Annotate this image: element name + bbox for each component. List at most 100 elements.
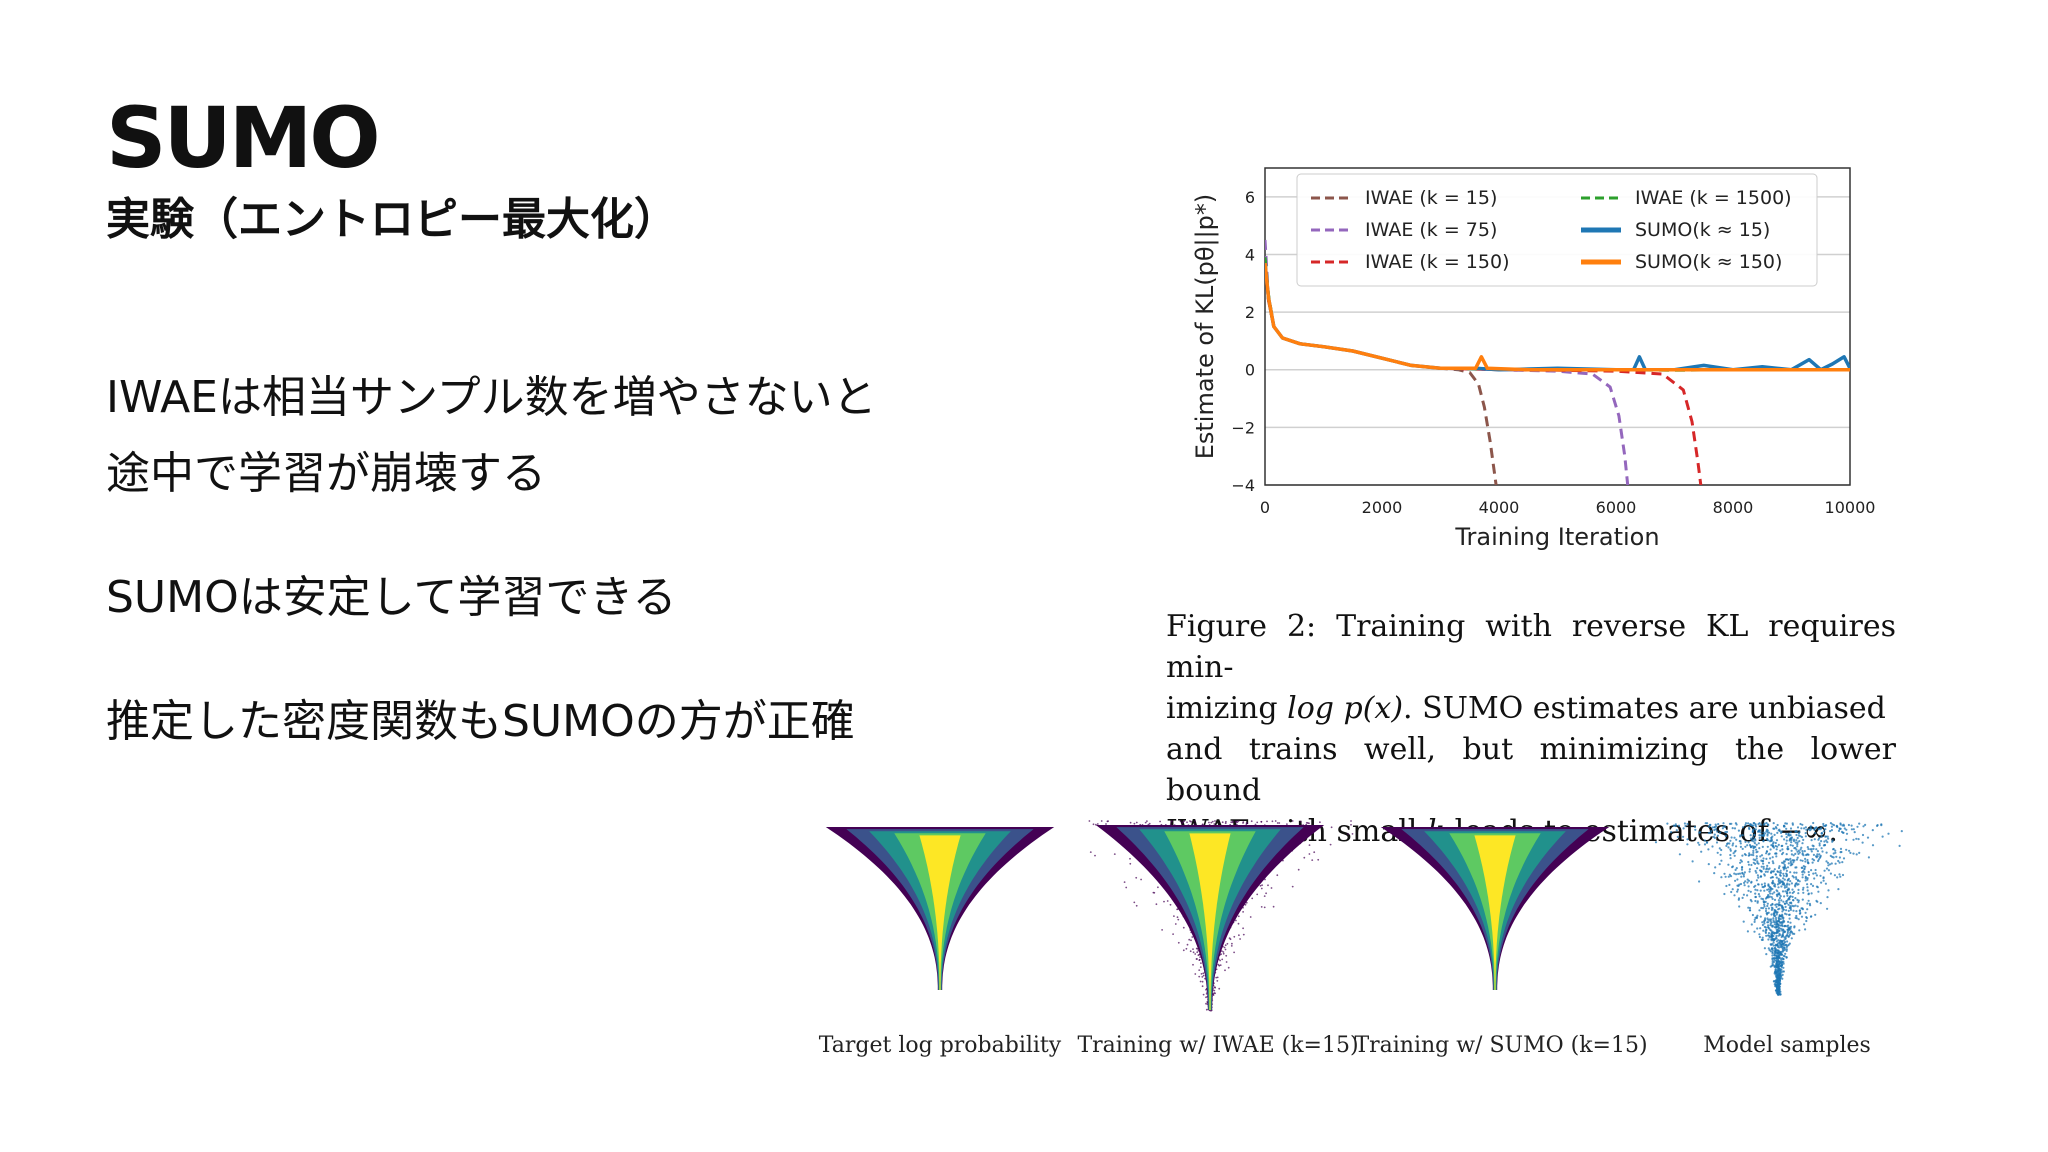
model-sample-point [1864, 823, 1867, 826]
iwae-noise-point [1182, 949, 1185, 952]
model-sample-point [1765, 896, 1769, 899]
model-sample-point [1784, 890, 1787, 893]
caption-math-logpx: log p(x) [1287, 691, 1404, 726]
iwae-noise-point [1208, 821, 1210, 824]
iwae-noise-point [1192, 948, 1194, 950]
iwae-noise-point [1205, 992, 1208, 995]
model-sample-point [1777, 843, 1780, 846]
model-sample-point [1813, 877, 1816, 880]
model-sample-point [1784, 944, 1787, 947]
model-sample-point [1729, 857, 1732, 860]
model-sample-point [1773, 959, 1776, 962]
model-sample-point [1755, 843, 1758, 846]
model-sample-point [1789, 871, 1792, 874]
model-sample-point [1776, 870, 1779, 873]
model-sample-point [1760, 865, 1763, 868]
model-sample-point [1801, 850, 1804, 853]
iwae-noise-point [1308, 853, 1311, 855]
iwae-noise-point [1211, 820, 1214, 823]
model-sample-point [1785, 900, 1788, 903]
model-sample-point [1731, 844, 1734, 847]
model-sample-point [1845, 832, 1849, 835]
model-sample-point [1713, 826, 1716, 829]
model-sample-point [1783, 920, 1786, 923]
model-sample-point [1749, 845, 1753, 849]
model-sample-point [1753, 842, 1756, 845]
model-sample-point [1772, 862, 1775, 865]
iwae-noise-point [1330, 826, 1333, 829]
model-sample-point [1682, 835, 1685, 838]
model-sample-point [1727, 875, 1730, 878]
model-sample-point [1779, 869, 1782, 872]
model-sample-point [1770, 836, 1773, 839]
iwae-noise-point [1135, 904, 1138, 907]
panel-label-target: Target log probability [818, 1033, 1062, 1058]
legend-label-5: SUMO(k ≈ 150) [1635, 251, 1782, 273]
caption-line-3: and trains well, but minimizing the lowe… [1166, 732, 1896, 808]
model-sample-point [1765, 928, 1768, 931]
model-sample-point [1776, 895, 1779, 898]
model-sample-point [1835, 855, 1838, 858]
model-sample-point [1772, 919, 1775, 922]
iwae-noise-point [1221, 958, 1224, 961]
model-sample-point [1733, 850, 1736, 853]
model-sample-point [1769, 839, 1772, 842]
model-sample-point [1774, 841, 1777, 845]
model-sample-point [1756, 901, 1759, 904]
model-sample-point [1801, 876, 1804, 879]
iwae-noise-point [1230, 821, 1233, 824]
model-sample-point [1766, 833, 1769, 836]
model-sample-point [1747, 860, 1750, 864]
model-sample-point [1730, 836, 1733, 839]
model-sample-point [1780, 940, 1783, 943]
model-sample-point [1720, 848, 1723, 852]
iwae-noise-point [1201, 976, 1204, 978]
model-sample-point [1812, 821, 1815, 825]
model-sample-point [1810, 883, 1813, 886]
model-sample-point [1755, 871, 1758, 874]
model-sample-point [1766, 864, 1769, 867]
model-sample-point [1788, 942, 1791, 945]
model-sample-point [1838, 827, 1841, 831]
model-sample-point [1773, 914, 1776, 917]
model-sample-point [1783, 886, 1786, 889]
model-sample-point [1777, 942, 1780, 945]
model-sample-point [1788, 891, 1791, 894]
model-sample-point [1790, 849, 1793, 852]
model-sample-point [1715, 841, 1719, 844]
iwae-noise-point [1242, 927, 1244, 930]
model-sample-point [1788, 913, 1791, 916]
model-sample-point [1764, 931, 1767, 934]
iwae-noise-point [1173, 915, 1175, 917]
iwae-noise-point [1256, 821, 1259, 824]
model-sample-point [1771, 930, 1774, 933]
target-funnel [825, 827, 1055, 990]
model-sample-point [1753, 930, 1756, 933]
iwae-noise-point [1219, 959, 1221, 962]
model-sample-point [1731, 866, 1734, 869]
model-sample-point [1713, 833, 1716, 836]
model-sample-point [1739, 840, 1742, 843]
model-sample-point [1781, 883, 1784, 886]
iwae-noise-point [1303, 856, 1306, 859]
iwae-noise-point [1146, 820, 1148, 822]
model-sample-point [1814, 913, 1817, 916]
model-sample-point [1778, 892, 1781, 895]
model-sample-point [1832, 856, 1835, 859]
model-sample-point [1798, 880, 1801, 883]
model-sample-point [1741, 834, 1744, 837]
model-sample-point [1778, 901, 1781, 904]
model-sample-point [1843, 827, 1846, 830]
model-sample-point [1758, 836, 1761, 839]
model-sample-point [1780, 885, 1783, 888]
model-sample-point [1824, 882, 1827, 885]
iwae-noise-point [1260, 906, 1263, 908]
model-sample-point [1845, 848, 1848, 851]
model-sample-point [1799, 848, 1802, 851]
caption-line-2-post: . SUMO estimates are unbiased [1403, 691, 1886, 726]
model-sample-point [1739, 882, 1743, 886]
model-sample-point [1775, 980, 1778, 984]
model-sample-point [1720, 859, 1723, 862]
model-sample-point [1779, 993, 1782, 996]
model-sample-point [1728, 883, 1731, 886]
